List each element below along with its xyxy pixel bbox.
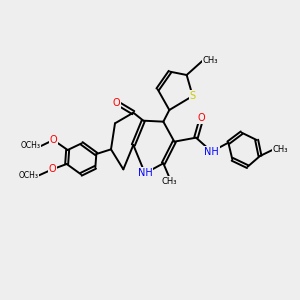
Text: CH₃: CH₃ — [161, 177, 177, 186]
Text: O: O — [113, 98, 121, 108]
Text: NH: NH — [138, 168, 152, 178]
Text: OCH₃: OCH₃ — [21, 142, 41, 151]
Text: NH: NH — [204, 147, 219, 157]
Text: S: S — [190, 91, 196, 101]
Text: CH₃: CH₃ — [272, 146, 288, 154]
Text: O: O — [49, 164, 56, 174]
Text: O: O — [50, 135, 57, 145]
Text: CH₃: CH₃ — [203, 56, 218, 65]
Text: O: O — [198, 113, 206, 123]
Text: OCH₃: OCH₃ — [19, 171, 39, 180]
